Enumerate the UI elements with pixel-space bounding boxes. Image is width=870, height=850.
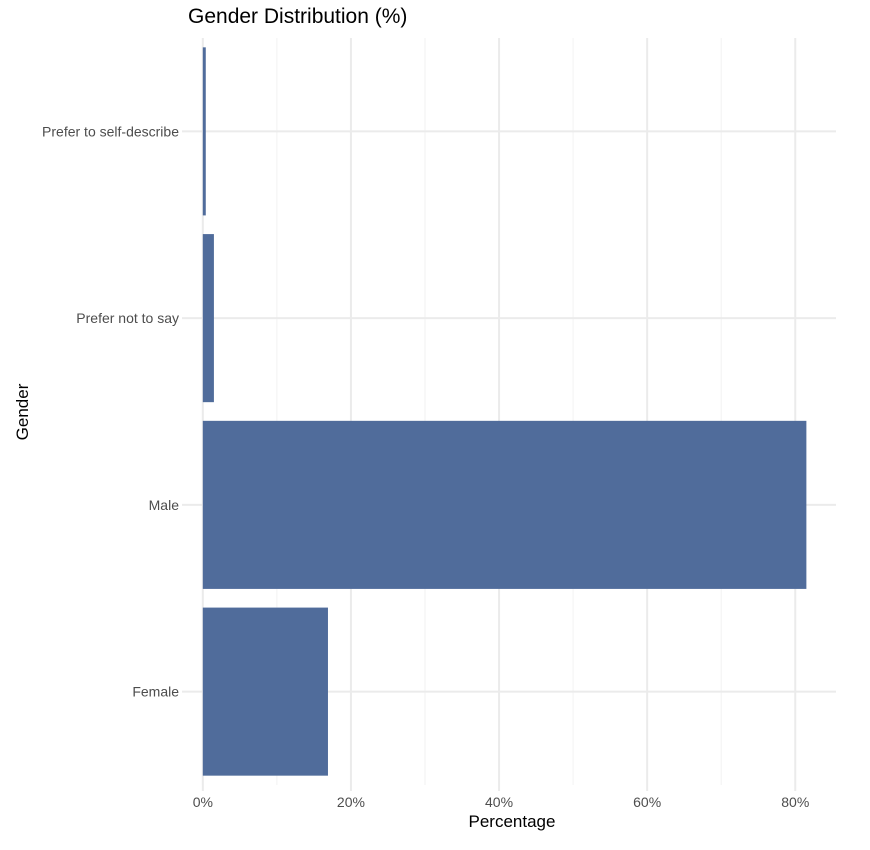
x-tick-label: 80% <box>781 794 809 810</box>
y-axis-title: Gender <box>13 383 32 440</box>
x-axis-title: Percentage <box>469 812 556 831</box>
axis-ticks <box>182 130 797 791</box>
y-tick-label: Male <box>149 497 180 513</box>
x-tick-label: 40% <box>485 794 513 810</box>
bar-male <box>202 420 807 589</box>
y-tick-label: Prefer to self-describe <box>42 123 179 139</box>
chart-title: Gender Distribution (%) <box>188 5 407 28</box>
x-tick-label: 60% <box>633 794 661 810</box>
x-tick-label: 20% <box>337 794 365 810</box>
x-tick-label: 0% <box>193 794 213 810</box>
y-tick-label: Prefer not to say <box>76 310 179 326</box>
bar-female <box>202 607 328 776</box>
y-tick-label: Female <box>132 684 179 700</box>
bar-prefer-to-self-describe <box>202 47 206 216</box>
bar-prefer-not-to-say <box>202 234 214 403</box>
tick-labels: Female Male Prefer not to say Prefer to sel… <box>42 123 809 810</box>
bars <box>202 47 807 776</box>
